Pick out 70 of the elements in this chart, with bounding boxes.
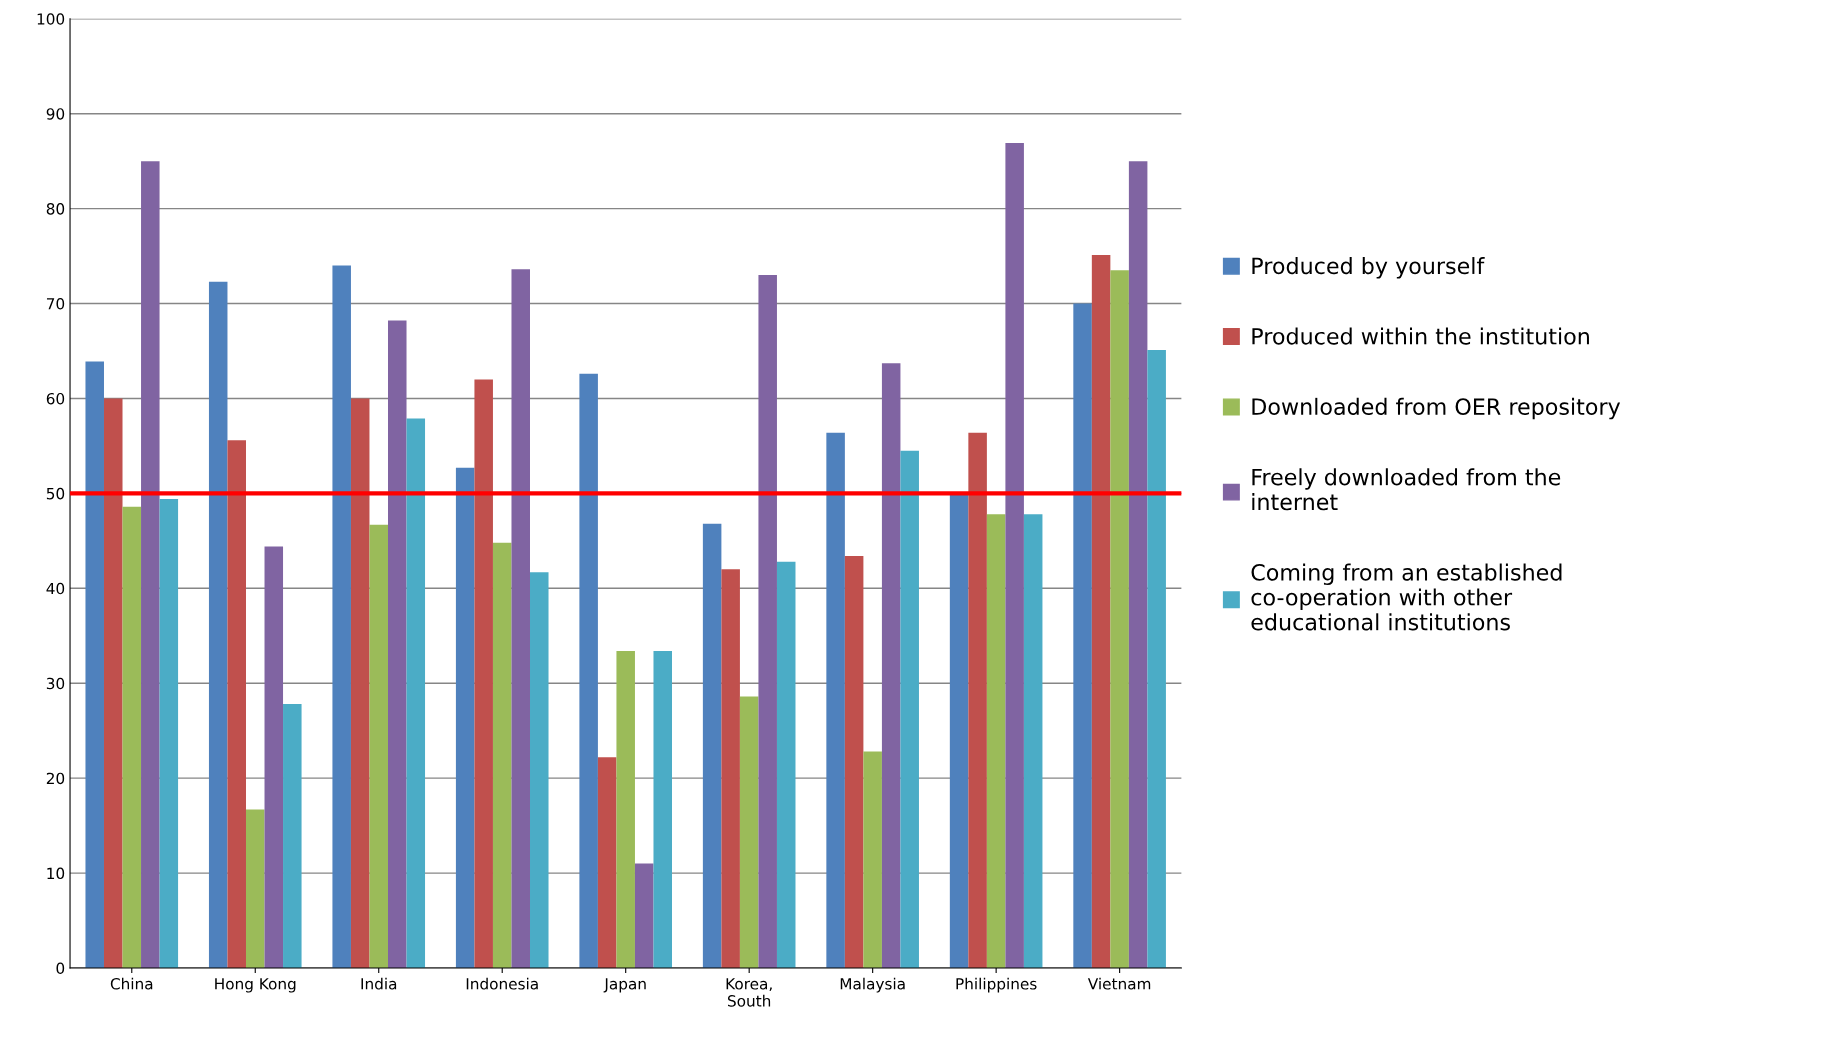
bar: [122, 506, 142, 969]
bar: [1147, 350, 1166, 969]
bar: [653, 650, 672, 969]
bar: [1073, 303, 1092, 969]
legend-label: Downloaded from OER repository: [1252, 397, 1621, 420]
bar: [332, 265, 351, 969]
y-tick-label: 60: [46, 392, 65, 405]
y-tick-label: 10: [47, 867, 65, 880]
bar: [245, 809, 265, 969]
bar: [264, 546, 284, 969]
bar: [776, 561, 796, 969]
y-tick-label: 20: [46, 772, 65, 785]
x-tick-label: Indonesia: [466, 977, 538, 990]
bar: [863, 751, 882, 969]
y-tick-label: 100: [37, 13, 65, 25]
bar: [141, 161, 160, 969]
bar: [208, 281, 228, 969]
bar: [579, 373, 598, 969]
bar: [844, 556, 864, 969]
bar: [1110, 270, 1129, 969]
x-tick-label: Korea, South: [726, 978, 772, 1007]
x-tick-label: Malaysia: [840, 977, 905, 993]
bar: [634, 863, 654, 969]
y-tick-label: 80: [46, 203, 65, 215]
bar: [881, 363, 901, 969]
bar: [1005, 143, 1024, 969]
bar: [492, 542, 512, 969]
bar: [826, 432, 845, 969]
x-tick-label: China: [110, 977, 153, 990]
bar: [227, 440, 246, 969]
bar: [369, 524, 388, 969]
bar: [968, 432, 987, 969]
bar: [900, 450, 919, 969]
bar: [85, 361, 104, 969]
bar: [1023, 514, 1043, 969]
bar: [616, 650, 635, 969]
bar: [739, 696, 759, 969]
x-tick-label: Hong Kong: [215, 978, 296, 993]
x-tick-label: Vietnam: [1087, 977, 1151, 990]
x-tick-label: Japan: [603, 978, 646, 993]
legend-label: Produced within the institution: [1252, 327, 1589, 345]
bar: [455, 467, 475, 969]
bar: [986, 514, 1006, 969]
legend-label: Produced by yourself: [1252, 257, 1485, 279]
bar: [406, 418, 426, 969]
bar: [597, 757, 617, 969]
bar: [474, 379, 493, 969]
bar: [721, 569, 740, 969]
legend-label: Freely downloaded from the internet: [1252, 468, 1561, 511]
bar: [388, 320, 407, 969]
bar: [1091, 255, 1111, 969]
bar: [103, 398, 123, 969]
legend-label: Coming from an established co-operation with other educational institutions: [1251, 563, 1562, 631]
y-tick-label: 30: [46, 677, 65, 690]
x-tick-label: India: [361, 977, 397, 990]
bar: [283, 704, 302, 969]
bar: [159, 499, 179, 969]
bar: [350, 398, 370, 969]
bar: [758, 275, 777, 969]
bar: [530, 572, 549, 969]
bar: [949, 492, 969, 969]
y-tick-label: 70: [46, 298, 65, 310]
y-tick-label: 90: [46, 108, 65, 120]
bar: [511, 269, 530, 969]
y-tick-label: 0: [56, 962, 65, 975]
bar: [702, 523, 722, 969]
x-tick-label: Philippines: [956, 977, 1037, 993]
y-tick-label: 40: [46, 582, 65, 595]
y-tick-label: 50: [46, 487, 65, 500]
bar: [1128, 161, 1148, 969]
